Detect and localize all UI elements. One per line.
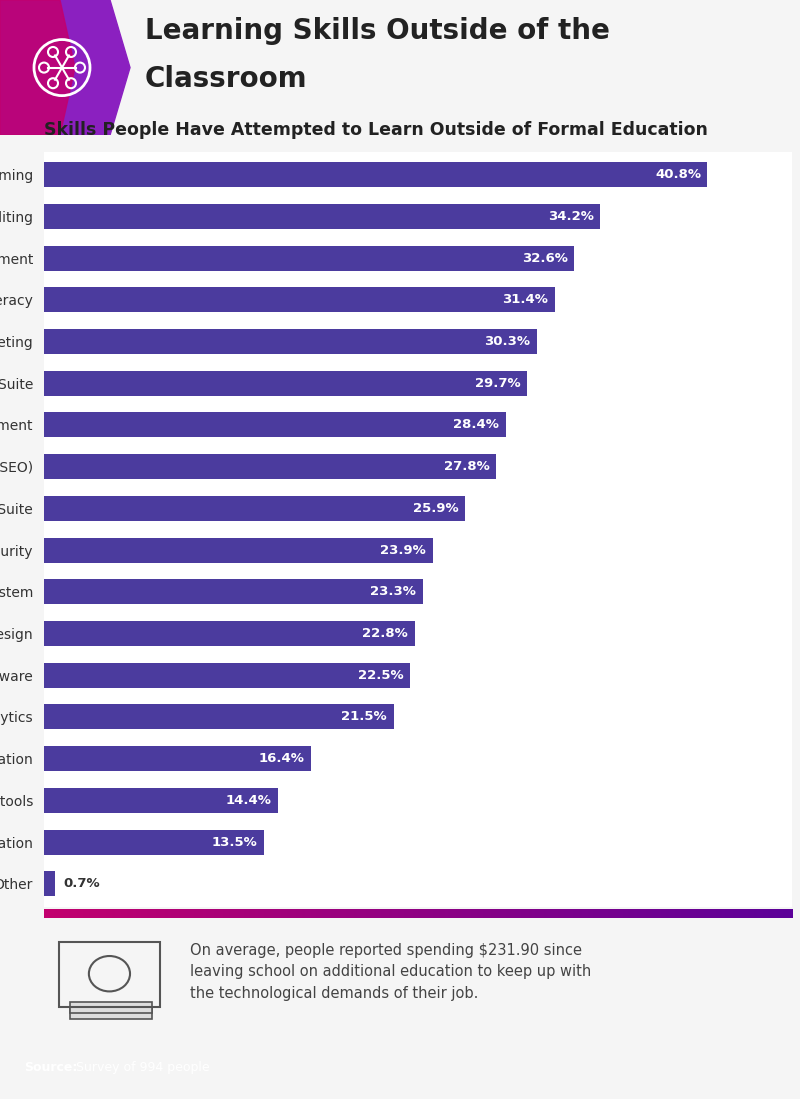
Text: 13.5%: 13.5% (211, 835, 257, 848)
Bar (44, 329, 537, 354)
Text: 0.7%: 0.7% (63, 877, 100, 890)
Text: 23.3%: 23.3% (370, 586, 416, 598)
FancyBboxPatch shape (70, 1008, 153, 1019)
Text: Source:: Source: (24, 1061, 78, 1074)
Text: 29.7%: 29.7% (475, 377, 521, 390)
Bar (44, 162, 707, 187)
Text: 16.4%: 16.4% (258, 752, 304, 765)
Bar (44, 704, 394, 730)
Text: 27.8%: 27.8% (444, 460, 490, 473)
Polygon shape (0, 0, 130, 135)
Text: Skills People Have Attempted to Learn Outside of Formal Education: Skills People Have Attempted to Learn Ou… (44, 121, 708, 138)
Bar (44, 287, 554, 312)
Bar (44, 830, 263, 855)
Text: Survey of 994 people: Survey of 994 people (76, 1061, 210, 1074)
Text: 40.8%: 40.8% (655, 168, 701, 181)
Text: 23.9%: 23.9% (380, 544, 426, 556)
Bar (44, 621, 414, 646)
Text: 30.3%: 30.3% (484, 335, 530, 348)
Text: 14.4%: 14.4% (226, 793, 272, 807)
Text: 34.2%: 34.2% (548, 210, 594, 223)
Text: 22.8%: 22.8% (362, 626, 408, 640)
Bar (44, 872, 55, 897)
Bar (44, 788, 278, 813)
Text: On average, people reported spending $231.90 since
leaving school on additional : On average, people reported spending $23… (190, 943, 591, 1001)
Text: 32.6%: 32.6% (522, 252, 568, 265)
Bar (44, 579, 423, 604)
Text: 22.5%: 22.5% (358, 668, 403, 681)
Bar (44, 245, 574, 270)
Text: 28.4%: 28.4% (454, 419, 499, 432)
Bar (44, 370, 527, 396)
Text: 31.4%: 31.4% (502, 293, 548, 307)
Bar (44, 663, 410, 688)
FancyBboxPatch shape (70, 1001, 153, 1012)
Text: Learning Skills Outside of the: Learning Skills Outside of the (145, 18, 610, 45)
Text: Classroom: Classroom (145, 65, 308, 93)
Bar (44, 203, 600, 229)
Bar (44, 496, 465, 521)
Text: 21.5%: 21.5% (342, 710, 387, 723)
Bar (44, 537, 433, 563)
Bar (44, 746, 310, 771)
Bar (44, 454, 496, 479)
Bar (44, 412, 506, 437)
Polygon shape (0, 0, 75, 135)
Text: 25.9%: 25.9% (413, 502, 458, 514)
